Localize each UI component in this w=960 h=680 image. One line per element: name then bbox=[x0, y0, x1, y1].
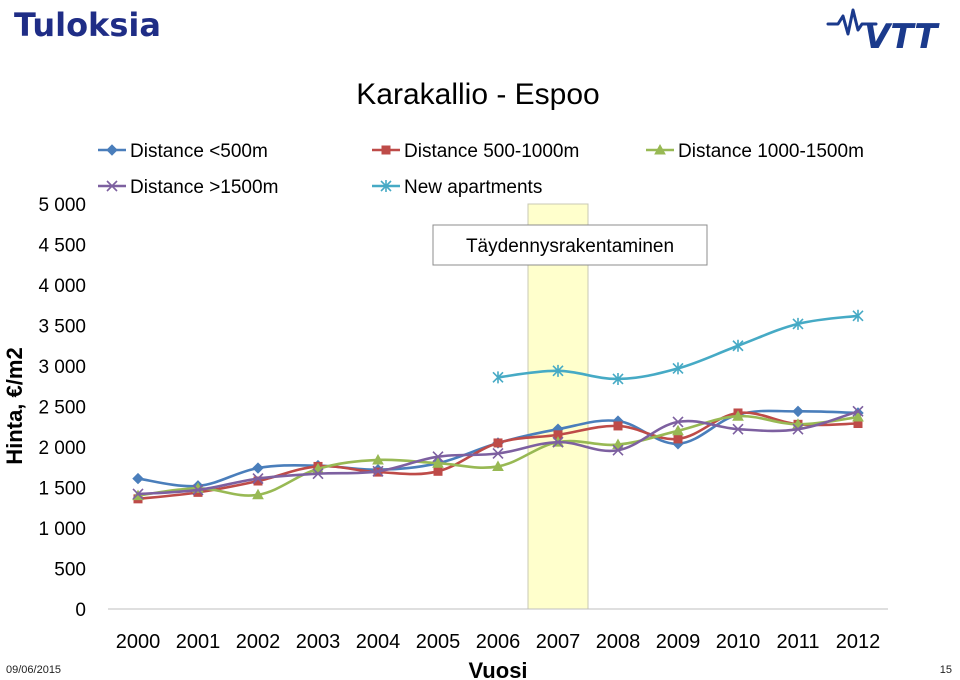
x-tick-label: 2010 bbox=[716, 631, 761, 653]
data-point bbox=[852, 405, 864, 417]
data-point bbox=[372, 453, 384, 465]
legend-marker bbox=[106, 180, 118, 192]
data-point bbox=[673, 434, 683, 444]
data-point bbox=[672, 362, 684, 375]
legend-marker bbox=[381, 145, 391, 155]
highlight-annotation: Täydennysrakentaminen bbox=[432, 224, 708, 266]
legend-label: Distance <500m bbox=[130, 141, 268, 162]
highlight-label: Täydennysrakentaminen bbox=[466, 236, 674, 257]
data-point bbox=[252, 462, 264, 474]
y-tick-label: 2 500 bbox=[38, 398, 86, 419]
data-point bbox=[492, 460, 504, 471]
data-point bbox=[372, 465, 384, 477]
data-point bbox=[613, 421, 623, 431]
series-line bbox=[137, 411, 859, 501]
x-tick-label: 2007 bbox=[536, 631, 581, 653]
x-axis-label: Vuosi bbox=[468, 658, 527, 680]
legend-label: Distance >1500m bbox=[130, 177, 278, 198]
y-tick-label: 0 bbox=[75, 600, 86, 621]
legend-item: Distance 500-1000m bbox=[372, 141, 579, 162]
legend-item: New apartments bbox=[372, 177, 542, 198]
y-tick-label: 3 500 bbox=[38, 317, 86, 338]
x-tick-label: 2009 bbox=[656, 631, 701, 653]
y-tick-label: 5 000 bbox=[38, 195, 86, 216]
data-point bbox=[792, 405, 804, 418]
data-point bbox=[432, 451, 444, 463]
data-point bbox=[492, 371, 504, 384]
vtt-logo: VTT bbox=[826, 8, 940, 52]
data-point bbox=[612, 444, 624, 456]
data-point bbox=[432, 457, 444, 468]
data-point bbox=[792, 317, 804, 330]
data-point bbox=[132, 472, 144, 485]
slide-title: Tuloksia bbox=[14, 6, 161, 44]
legend-item: Distance 1000-1500m bbox=[646, 141, 864, 162]
x-tick-label: 2012 bbox=[836, 631, 881, 653]
series-0 bbox=[132, 405, 864, 492]
series-1 bbox=[133, 408, 863, 504]
x-tick-label: 2008 bbox=[596, 631, 641, 653]
data-point bbox=[732, 423, 744, 435]
data-point bbox=[312, 468, 324, 480]
y-tick-label: 4 000 bbox=[38, 276, 86, 297]
footer-date: 09/06/2015 bbox=[6, 664, 62, 676]
highlight-label-box bbox=[432, 224, 708, 266]
data-point bbox=[672, 424, 684, 436]
page-number: 15 bbox=[939, 664, 952, 676]
y-axis-label: Hinta, €/m2 bbox=[2, 347, 27, 464]
data-point bbox=[552, 364, 564, 377]
data-point bbox=[492, 447, 504, 460]
data-point bbox=[852, 309, 864, 322]
data-point bbox=[852, 411, 864, 422]
x-tick-label: 2000 bbox=[116, 631, 161, 653]
y-tick-labels: 0 500 1 000 1 500 2 000 2 500 3 000 3 500 4 000 4… bbox=[38, 195, 86, 621]
legend-item: Distance <500m bbox=[98, 141, 268, 162]
x-tick-label: 2003 bbox=[296, 631, 341, 653]
data-point bbox=[132, 488, 144, 500]
series-layer bbox=[132, 309, 864, 504]
data-point bbox=[732, 410, 744, 421]
y-tick-label: 2 000 bbox=[38, 438, 86, 459]
x-tick-label: 2001 bbox=[176, 631, 221, 653]
x-tick-label: 2006 bbox=[476, 631, 521, 653]
legend-marker bbox=[654, 143, 666, 155]
legend-marker bbox=[106, 144, 118, 156]
data-point bbox=[672, 416, 684, 428]
data-point bbox=[252, 473, 264, 485]
legend-item: Distance >1500m bbox=[98, 177, 278, 198]
logo-wave-icon bbox=[826, 8, 878, 36]
data-point bbox=[612, 438, 624, 450]
y-tick-label: 3 000 bbox=[38, 357, 86, 378]
x-tick-label: 2005 bbox=[416, 631, 461, 653]
data-point bbox=[192, 484, 204, 496]
y-tick-label: 1 500 bbox=[38, 479, 86, 500]
y-tick-label: 4 500 bbox=[38, 236, 86, 257]
data-point bbox=[252, 488, 264, 500]
series-3 bbox=[132, 405, 864, 500]
data-point bbox=[732, 339, 744, 352]
legend-label: Distance 1000-1500m bbox=[678, 141, 864, 162]
y-tick-label: 1 000 bbox=[38, 519, 86, 540]
x-tick-labels: 2000 2001 2002 2003 2004 2005 2006 2007 2008 2009… bbox=[116, 631, 881, 653]
series-4 bbox=[492, 309, 864, 385]
series-2 bbox=[132, 410, 864, 501]
legend: Distance <500m Distance 500-1000m Distance… bbox=[98, 141, 864, 198]
x-tick-label: 2004 bbox=[356, 631, 401, 653]
data-point bbox=[612, 372, 624, 385]
legend-label: Distance 500-1000m bbox=[404, 141, 579, 162]
data-point bbox=[493, 438, 503, 448]
y-tick-label: 500 bbox=[54, 560, 86, 581]
logo-text: VTT bbox=[864, 17, 940, 52]
legend-label: New apartments bbox=[404, 177, 542, 198]
data-point bbox=[552, 436, 564, 448]
data-point bbox=[253, 476, 263, 486]
data-point bbox=[792, 423, 804, 435]
legend-marker bbox=[380, 180, 392, 192]
x-tick-label: 2011 bbox=[776, 631, 819, 653]
chart-title: Karakallio - Espoo bbox=[356, 78, 599, 111]
x-tick-label: 2002 bbox=[236, 631, 281, 653]
data-point bbox=[433, 466, 443, 476]
